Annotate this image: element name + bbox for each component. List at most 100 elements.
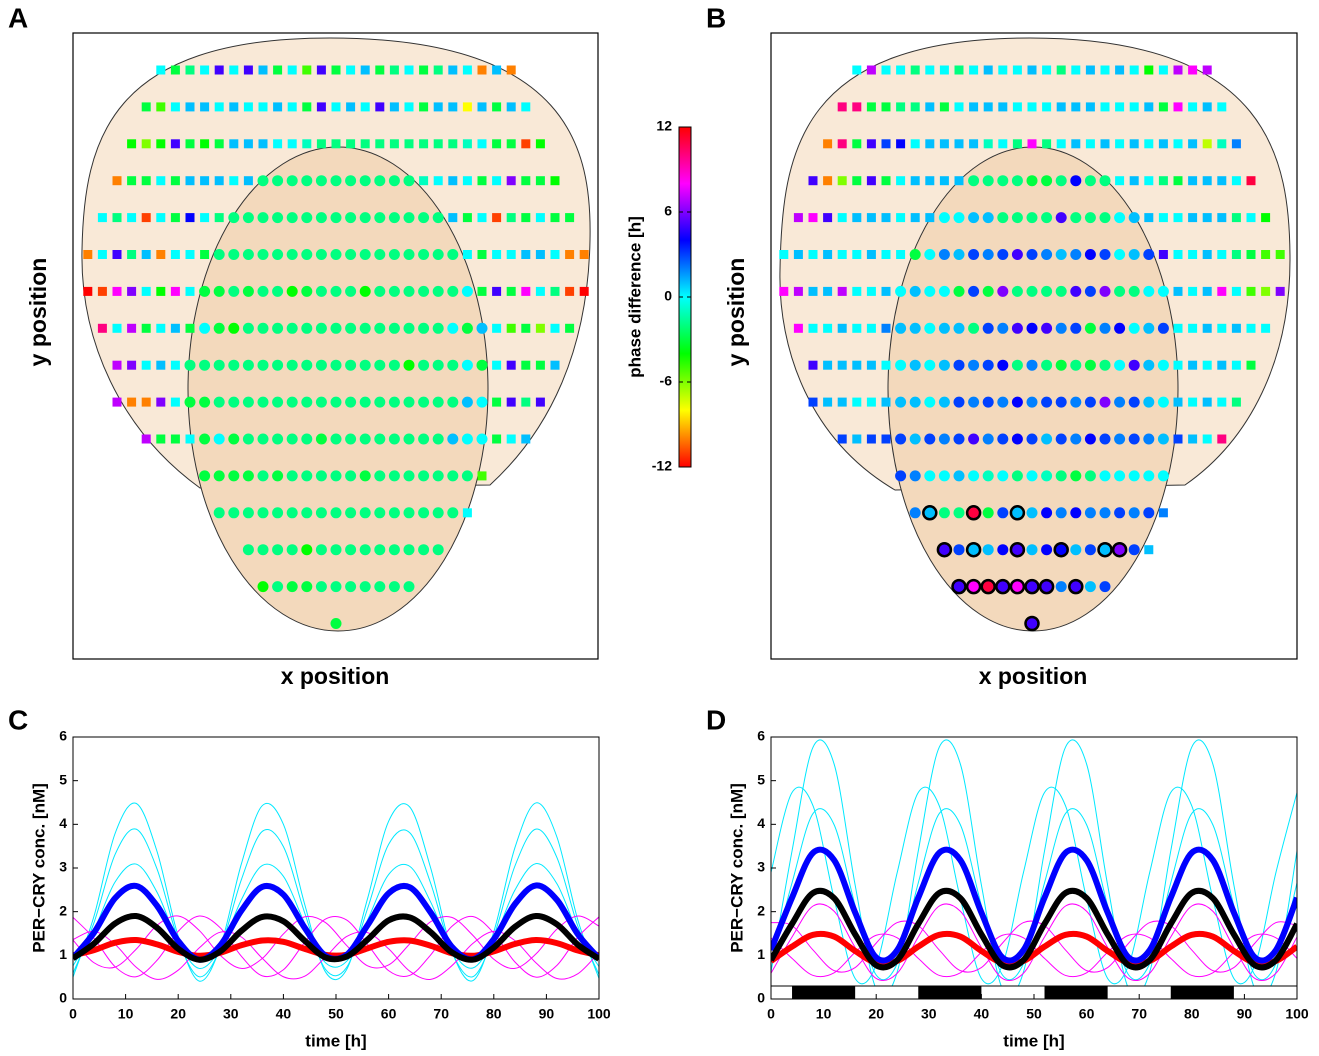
cell-point xyxy=(156,397,166,407)
cell-point xyxy=(272,175,284,187)
cell-point xyxy=(1115,65,1125,75)
cell-point xyxy=(432,322,444,334)
cell-point xyxy=(837,139,847,149)
cell-point xyxy=(1143,470,1155,482)
cell-point xyxy=(866,176,876,186)
cell-point xyxy=(1173,360,1183,370)
cell-point xyxy=(1114,470,1126,482)
cell-point xyxy=(156,434,166,444)
cell-point xyxy=(1143,249,1155,260)
cell-point xyxy=(793,250,803,259)
cell-point xyxy=(345,212,357,224)
cell-point xyxy=(170,65,180,75)
cell-point xyxy=(374,581,386,593)
cell-point xyxy=(1055,249,1067,260)
cell-point xyxy=(895,359,907,371)
cell-point xyxy=(1084,433,1096,445)
cell-point xyxy=(793,323,803,333)
cell-point xyxy=(1070,212,1082,224)
cell-point xyxy=(1128,470,1140,482)
trace xyxy=(771,739,1297,997)
cell-point xyxy=(432,249,444,260)
cell-point xyxy=(953,470,965,482)
cell-point xyxy=(1129,176,1139,186)
cell-point xyxy=(954,176,964,186)
trace xyxy=(73,930,599,980)
x-tick-label: 90 xyxy=(1237,1006,1253,1022)
cell-point xyxy=(374,285,386,297)
cell-point xyxy=(779,286,789,296)
y-tick-label: 5 xyxy=(59,771,67,787)
cell-point xyxy=(1055,285,1067,297)
cell-point xyxy=(1100,65,1110,75)
cell-point xyxy=(213,285,225,297)
cell-point xyxy=(1084,322,1096,334)
cell-point xyxy=(242,507,254,519)
cell-point xyxy=(1188,434,1198,444)
cell-point xyxy=(1231,250,1241,259)
cell-point xyxy=(1012,65,1022,75)
cell-point xyxy=(1143,396,1155,408)
cell-point xyxy=(1011,470,1023,482)
cell-point xyxy=(1231,360,1241,370)
cell-point xyxy=(170,213,180,223)
cell-point xyxy=(1070,396,1082,408)
cell-point xyxy=(448,102,458,112)
cell-point xyxy=(1041,470,1053,482)
cell-point xyxy=(521,176,531,186)
cell-point xyxy=(1158,65,1168,75)
cell-point xyxy=(1027,102,1037,112)
cell-point xyxy=(939,65,949,75)
colorbar-tick-label: 12 xyxy=(656,118,672,134)
cell-point xyxy=(403,544,415,556)
cell-point xyxy=(1143,433,1155,445)
cell-point xyxy=(286,433,298,445)
cell-point xyxy=(852,139,862,149)
cell-point xyxy=(968,285,980,297)
cell-point xyxy=(1217,213,1227,223)
cell-point xyxy=(953,396,965,408)
cell-point xyxy=(779,250,789,259)
cell-point xyxy=(287,139,297,149)
cell-point xyxy=(330,581,342,593)
cell-point xyxy=(982,175,994,187)
cell-point xyxy=(881,434,891,444)
cell-point xyxy=(1041,212,1053,224)
cell-point xyxy=(1173,213,1183,223)
cell-point xyxy=(213,359,225,371)
cell-point xyxy=(404,102,414,112)
cell-point xyxy=(1128,433,1140,445)
cell-point xyxy=(866,434,876,444)
cell-point xyxy=(1042,139,1052,149)
trace xyxy=(771,887,1297,971)
cell-point xyxy=(127,397,137,407)
cell-point xyxy=(1099,507,1111,519)
cell-point xyxy=(185,213,195,223)
cell-point xyxy=(938,396,950,408)
cell-point xyxy=(432,212,444,224)
cell-point xyxy=(1024,578,1040,595)
cell-point xyxy=(213,322,225,334)
cell-point xyxy=(837,213,847,223)
cell-point xyxy=(1099,359,1111,371)
cell-point xyxy=(997,322,1009,334)
cell-point xyxy=(852,102,862,112)
cell-point xyxy=(200,250,210,259)
dark-period xyxy=(1044,986,1108,999)
cell-point xyxy=(983,65,993,75)
cell-point xyxy=(1129,65,1139,75)
cell-point xyxy=(403,322,415,334)
cell-point xyxy=(1055,212,1067,224)
cell-point xyxy=(1188,323,1198,333)
cell-point xyxy=(127,250,137,259)
cell-point xyxy=(432,396,444,408)
cell-point xyxy=(1231,323,1241,333)
cell-point xyxy=(388,507,400,519)
cell-point xyxy=(301,433,313,445)
cell-point xyxy=(213,249,225,260)
cell-point xyxy=(112,213,122,223)
cell-point xyxy=(418,507,430,519)
cell-point xyxy=(1042,102,1052,112)
cell-point xyxy=(389,139,399,149)
cell-point xyxy=(359,212,371,224)
